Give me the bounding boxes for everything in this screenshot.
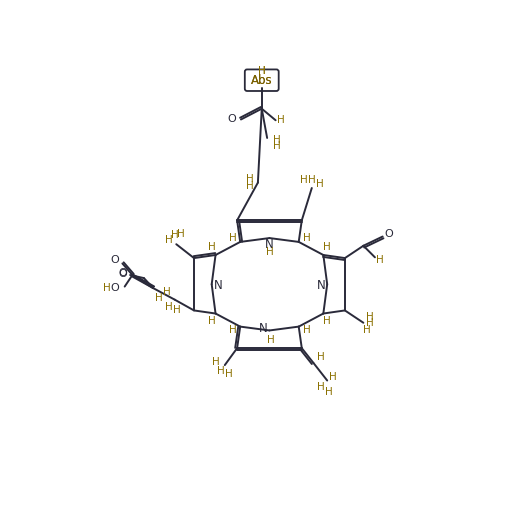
Text: H: H bbox=[302, 326, 310, 335]
Text: H: H bbox=[155, 293, 163, 303]
Text: H: H bbox=[171, 230, 178, 240]
Text: H: H bbox=[225, 369, 233, 378]
Text: H: H bbox=[329, 372, 337, 382]
Text: N: N bbox=[317, 279, 326, 292]
Text: H: H bbox=[228, 233, 236, 243]
Text: O: O bbox=[118, 269, 127, 279]
Text: H: H bbox=[208, 316, 216, 326]
Text: H: H bbox=[217, 365, 225, 375]
Text: H: H bbox=[317, 382, 325, 392]
Text: O: O bbox=[227, 114, 236, 124]
Text: H: H bbox=[246, 174, 253, 184]
Text: H: H bbox=[325, 387, 333, 397]
Text: H: H bbox=[213, 357, 220, 367]
Text: H: H bbox=[302, 233, 310, 243]
Text: H: H bbox=[316, 179, 323, 189]
Text: H: H bbox=[272, 141, 280, 151]
Text: N: N bbox=[265, 238, 274, 251]
Text: O: O bbox=[110, 283, 119, 293]
Text: H: H bbox=[323, 242, 331, 252]
Text: H: H bbox=[277, 115, 285, 125]
Text: H: H bbox=[366, 318, 373, 328]
Text: N: N bbox=[214, 279, 222, 292]
Text: H: H bbox=[366, 312, 373, 323]
Text: H: H bbox=[363, 326, 371, 335]
FancyBboxPatch shape bbox=[245, 70, 279, 91]
Text: O: O bbox=[384, 229, 393, 239]
Text: H: H bbox=[246, 181, 253, 190]
Text: H: H bbox=[272, 135, 280, 145]
Text: O: O bbox=[119, 269, 128, 278]
Text: N: N bbox=[259, 323, 268, 335]
Text: H: H bbox=[177, 229, 185, 239]
Text: H: H bbox=[267, 335, 275, 345]
FancyBboxPatch shape bbox=[246, 70, 278, 90]
Text: H: H bbox=[376, 255, 384, 265]
Text: H: H bbox=[103, 283, 111, 293]
Text: H: H bbox=[163, 287, 171, 297]
Text: Abs: Abs bbox=[251, 74, 272, 87]
Text: H: H bbox=[266, 247, 274, 257]
Text: H: H bbox=[300, 175, 308, 185]
Text: H: H bbox=[208, 242, 216, 252]
Text: H: H bbox=[317, 353, 325, 362]
Text: H: H bbox=[165, 302, 172, 312]
Text: H: H bbox=[258, 66, 266, 76]
Text: H: H bbox=[165, 235, 172, 244]
Text: H: H bbox=[173, 305, 181, 314]
Text: H: H bbox=[308, 175, 316, 185]
Text: H: H bbox=[323, 316, 331, 326]
Text: Abs: Abs bbox=[251, 74, 272, 87]
Text: H: H bbox=[228, 326, 236, 335]
Text: O: O bbox=[110, 255, 119, 265]
Text: H: H bbox=[258, 66, 266, 76]
